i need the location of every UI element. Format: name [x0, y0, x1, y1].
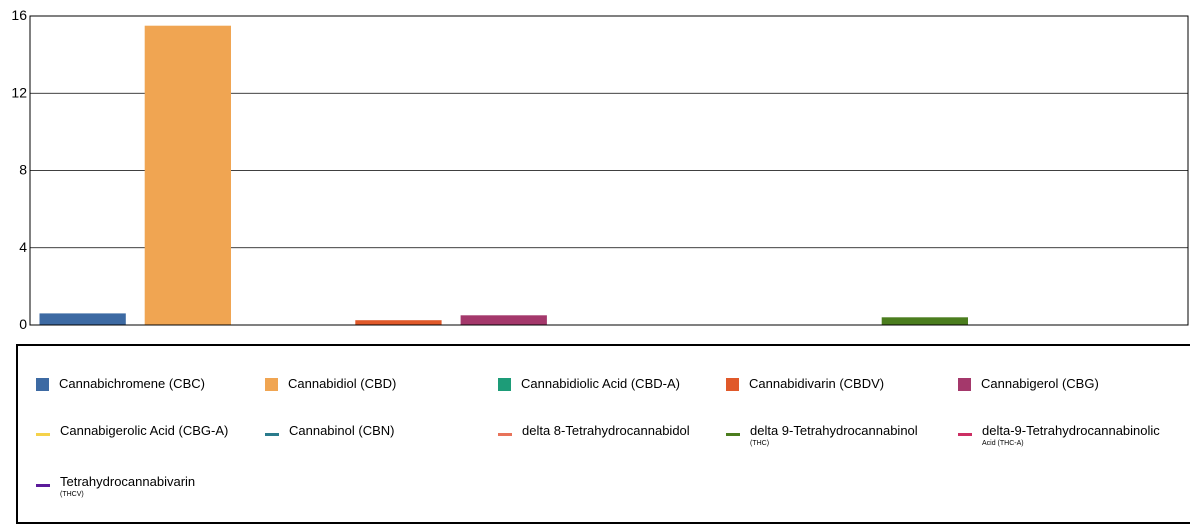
legend-label: delta-9-Tetrahydrocannabinolic	[982, 423, 1160, 438]
legend-label-group: Cannabidivarin (CBDV)	[749, 376, 884, 392]
legend-swatch	[498, 433, 512, 436]
legend-label: Cannabidivarin (CBDV)	[749, 376, 885, 391]
legend-label: Cannabinol (CBN)	[289, 423, 395, 438]
legend-label-group: delta-9-Tetrahydrocannabinolic Acid (THC-…	[982, 423, 1160, 448]
chart-legend: Cannabichromene (CBC) Cannabidiol (CBD) Ca…	[16, 344, 1190, 524]
legend-label: Cannabigerol (CBG)	[981, 376, 1099, 391]
legend-label: delta 8-Tetrahydrocannabidol	[522, 423, 690, 438]
bar-4	[355, 320, 442, 325]
y-axis-tick-labels: 0 4 8 12 16	[11, 7, 27, 332]
legend-swatch	[36, 484, 50, 487]
legend-label: Cannabidiol (CBD)	[288, 376, 397, 391]
legend-label-group: Cannabinol (CBN)	[289, 423, 395, 439]
y-tick-label: 12	[11, 84, 27, 100]
bars	[39, 25, 968, 325]
bar-9	[881, 317, 968, 325]
bar-1	[39, 313, 126, 325]
legend-swatch	[265, 433, 279, 436]
bar-5	[460, 315, 547, 325]
legend-item: delta-9-Tetrahydrocannabinolic Acid (THC-…	[958, 423, 1160, 448]
y-tick-label: 0	[19, 316, 27, 332]
legend-item: Cannabigerolic Acid (CBG-A)	[36, 423, 228, 439]
bar-2	[144, 25, 231, 325]
legend-label-group: delta 8-Tetrahydrocannabidol	[522, 423, 690, 439]
legend-sublabel: (THCV)	[60, 491, 84, 498]
legend-swatch	[36, 378, 49, 391]
y-tick-label: 8	[19, 162, 27, 178]
legend-swatch	[726, 378, 739, 391]
legend-swatch	[36, 433, 50, 436]
bar-chart: 0 4 8 12 16	[11, 7, 1189, 332]
legend-swatch	[265, 378, 278, 391]
legend-item: Cannabichromene (CBC)	[36, 376, 205, 392]
legend-item: Tetrahydrocannabivarin (THCV)	[36, 474, 195, 499]
legend-label-group: delta 9-Tetrahydrocannabinol (THC)	[750, 423, 918, 448]
legend-label-group: Cannabichromene (CBC)	[59, 376, 205, 392]
legend-item: Cannabidiolic Acid (CBD-A)	[498, 376, 680, 392]
legend-label: Cannabichromene (CBC)	[59, 376, 205, 391]
legend-item: Cannabigerol (CBG)	[958, 376, 1099, 392]
legend-sublabel: Acid (THC-A)	[982, 440, 1024, 447]
legend-item: Cannabinol (CBN)	[265, 423, 395, 439]
legend-label-group: Cannabigerolic Acid (CBG-A)	[60, 423, 228, 439]
legend-item: delta 8-Tetrahydrocannabidol	[498, 423, 690, 439]
legend-swatch	[498, 378, 511, 391]
legend-swatch	[958, 378, 971, 391]
legend-item: delta 9-Tetrahydrocannabinol (THC)	[726, 423, 918, 448]
legend-item: Cannabidivarin (CBDV)	[726, 376, 884, 392]
y-tick-label: 16	[11, 7, 27, 23]
legend-label-group: Cannabigerol (CBG)	[981, 376, 1099, 392]
legend-swatch	[958, 433, 972, 436]
legend-label-group: Cannabidiol (CBD)	[288, 376, 396, 392]
legend-swatch	[726, 433, 740, 436]
legend-item: Cannabidiol (CBD)	[265, 376, 396, 392]
legend-label: delta 9-Tetrahydrocannabinol	[750, 423, 918, 438]
legend-label: Cannabigerolic Acid (CBG-A)	[60, 423, 229, 438]
legend-label: Cannabidiolic Acid (CBD-A)	[521, 376, 680, 391]
legend-label-group: Cannabidiolic Acid (CBD-A)	[521, 376, 680, 392]
legend-label-group: Tetrahydrocannabivarin (THCV)	[60, 474, 195, 499]
plot-frame	[29, 15, 1189, 326]
y-tick-label: 4	[19, 239, 27, 255]
legend-sublabel: (THC)	[750, 440, 770, 447]
legend-label: Tetrahydrocannabivarin	[60, 474, 196, 489]
